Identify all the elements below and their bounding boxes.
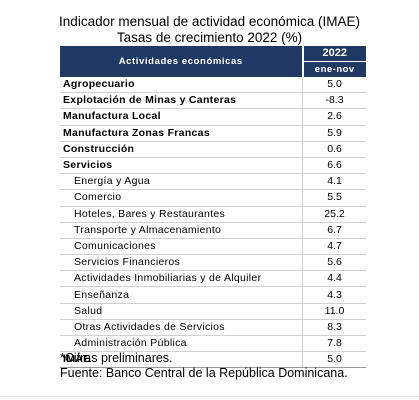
row-label: Manufactura Local: [60, 108, 303, 126]
row-value: 4.3: [302, 286, 366, 304]
table-body: Agropecuario 5.0 Explotación de Minas y Ca…: [60, 77, 366, 369]
row-value: 5.9: [302, 125, 366, 142]
row-label: Servicios: [60, 157, 303, 175]
row-value: 6.7: [302, 222, 366, 239]
row-value: 4.4: [302, 270, 366, 288]
table-row: Enseñanza 4.3: [60, 286, 366, 304]
row-value: 4.7: [302, 238, 366, 256]
footnote-preliminary: *Cifras preliminares.: [60, 351, 173, 365]
row-label: Explotación de Minas y Canteras: [60, 92, 303, 110]
title-line-1: Indicador mensual de actividad económica…: [59, 14, 360, 29]
row-label: Agropecuario: [60, 77, 303, 94]
header-period: ene-nov: [302, 61, 366, 77]
row-value: 5.5: [302, 189, 366, 207]
header-year: 2022: [302, 46, 366, 62]
row-label: Energía y Agua: [60, 173, 303, 191]
row-value: 5.0: [302, 351, 366, 369]
table-row: Hoteles, Bares y Restaurantes 25.2: [60, 206, 366, 223]
row-value: 5.6: [302, 254, 366, 272]
bottom-divider: [0, 396, 419, 397]
row-label: Otras Actividades de Servicios: [60, 319, 303, 337]
row-label: Actividades Inmobiliarias y de Alquiler: [60, 270, 303, 288]
row-label: Hoteles, Bares y Restaurantes: [60, 206, 303, 223]
title-line-2: Tasas de crecimiento 2022 (%): [116, 30, 303, 45]
table-row: Servicios Financieros 5.6: [60, 254, 366, 272]
table-row: Energía y Agua 4.1: [60, 173, 366, 191]
row-label: Salud: [60, 303, 303, 320]
table-row: Manufactura Local 2.6: [60, 108, 366, 126]
row-value: 11.0: [302, 303, 366, 320]
table-title: Indicador mensual de actividad económica…: [0, 14, 419, 46]
table-row: Comercio 5.5: [60, 189, 366, 207]
row-label: Servicios Financieros: [60, 254, 303, 272]
table-row: Otras Actividades de Servicios 8.3: [60, 319, 366, 337]
table-row: Servicios 6.6: [60, 157, 366, 175]
table-row: Comunicaciones 4.7: [60, 238, 366, 256]
table-row: Administración Pública 7.8: [60, 335, 366, 353]
row-value: 0.6: [302, 141, 366, 158]
header-activity: Actividades económicas: [60, 46, 304, 77]
row-value: -8.3: [302, 92, 366, 110]
row-value: 8.3: [302, 319, 366, 337]
table-row: Agropecuario 5.0: [60, 77, 366, 94]
row-label: IMAE: [60, 351, 303, 369]
row-label: Construcción: [60, 141, 303, 158]
footnote-source: Fuente: Banco Central de la República Do…: [60, 366, 348, 380]
row-value: 7.8: [302, 335, 366, 353]
row-label: Enseñanza: [60, 286, 303, 304]
row-value: 4.1: [302, 173, 366, 191]
table-row: Explotación de Minas y Canteras -8.3: [60, 92, 366, 110]
table-row: Transporte y Almacenamiento 6.7: [60, 222, 366, 239]
row-label: Manufactura Zonas Francas: [60, 125, 303, 142]
table-row: Manufactura Zonas Francas 5.9: [60, 125, 366, 142]
footnotes: *Cifras preliminares. Fuente: Banco Cent…: [60, 351, 348, 381]
row-label: Administración Pública: [60, 335, 303, 353]
row-label: Transporte y Almacenamiento: [60, 222, 303, 239]
row-value: 2.6: [302, 108, 366, 126]
table-row: IMAE 5.0: [60, 351, 366, 369]
table-row: Construcción 0.6: [60, 141, 366, 158]
row-value: 6.6: [302, 157, 366, 175]
table-row: Salud 11.0: [60, 303, 366, 320]
growth-table: Actividades económicas 2022 ene-nov Agro…: [60, 46, 366, 369]
row-value: 25.2: [302, 206, 366, 223]
row-label: Comunicaciones: [60, 238, 303, 256]
row-label: Comercio: [60, 189, 303, 207]
table-row: Actividades Inmobiliarias y de Alquiler 4…: [60, 270, 366, 288]
row-value: 5.0: [302, 77, 366, 94]
